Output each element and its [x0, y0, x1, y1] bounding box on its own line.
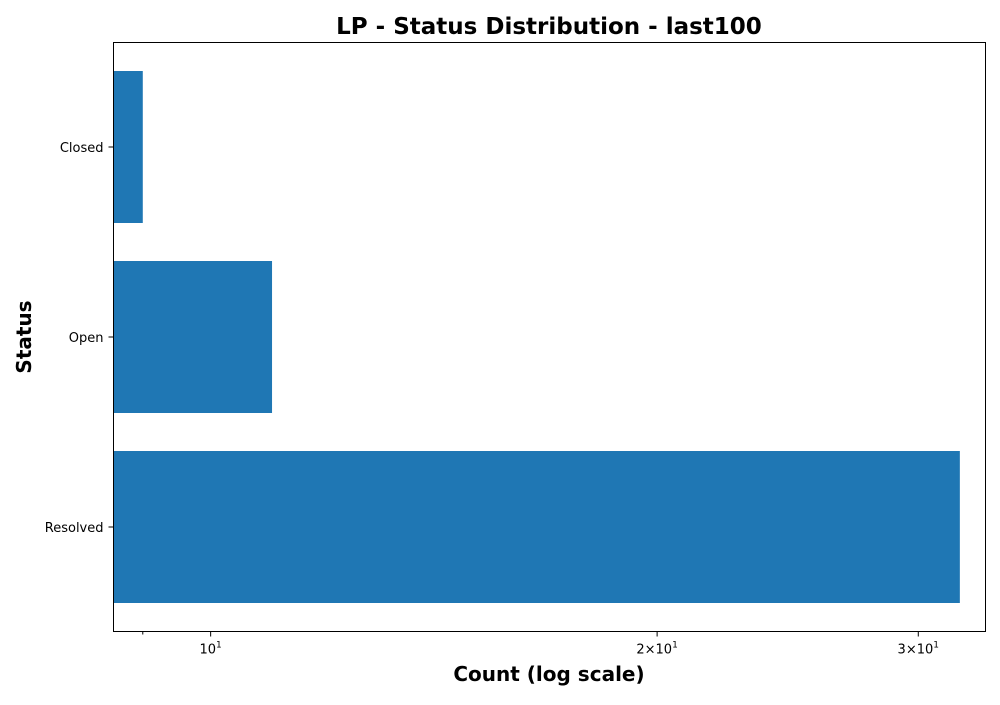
y-tick-label-resolved: Resolved — [45, 521, 104, 536]
x-tick-label: 2×101 — [636, 641, 677, 658]
x-tick-label: 101 — [200, 641, 222, 658]
y-tick-label-open: Open — [69, 331, 104, 346]
chart-title: LP - Status Distribution - last100 — [336, 14, 762, 40]
plot-frame — [113, 42, 986, 632]
bar-resolved — [113, 451, 960, 603]
ticks-layer: Closed Open Resolved 101 2×101 3×101 — [45, 141, 939, 658]
bar-closed — [113, 71, 143, 223]
y-tick-label-closed: Closed — [60, 141, 104, 156]
y-axis-label: Status — [12, 300, 36, 373]
x-axis-label: Count (log scale) — [453, 662, 644, 686]
x-tick-label: 3×101 — [898, 641, 939, 658]
bar-open — [113, 261, 273, 413]
bars-layer — [113, 71, 960, 603]
